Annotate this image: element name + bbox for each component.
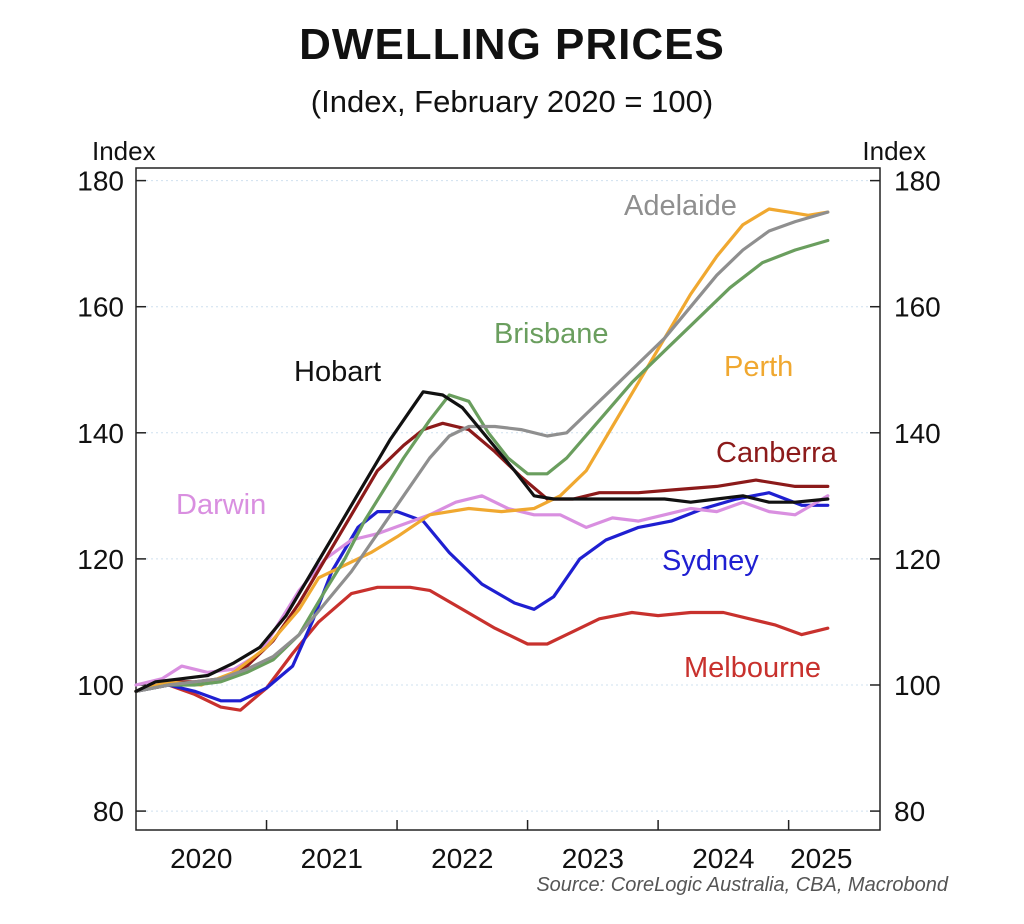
series-lines <box>134 207 830 712</box>
plot-frame <box>135 167 881 831</box>
label-melbourne: Melbourne <box>684 652 821 684</box>
x-tick-label-2022: 2022 <box>431 843 493 874</box>
gridlines <box>136 180 880 812</box>
label-brisbane: Brisbane <box>494 318 608 350</box>
y-tick-label-right-120: 120 <box>894 544 941 575</box>
series-line-adelaide <box>134 210 830 693</box>
y-tick-label-right-80: 80 <box>894 796 925 827</box>
y-tick-label-left-140: 140 <box>77 418 124 449</box>
label-adelaide: Adelaide <box>624 190 737 222</box>
y-tick-label-right-180: 180 <box>894 166 941 197</box>
y-tick-label-right-140: 140 <box>894 418 941 449</box>
x-tick-label-2020: 2020 <box>170 843 232 874</box>
x-tick-label-2025: 2025 <box>790 843 852 874</box>
chart-title: DWELLING PRICES <box>299 20 725 69</box>
label-hobart: Hobart <box>294 356 381 388</box>
series-line-sydney <box>134 491 830 703</box>
series-line-perth <box>134 207 830 693</box>
right-axis-title: Index <box>862 136 926 166</box>
y-tick-label-right-100: 100 <box>894 670 941 701</box>
y-tick-label-left-160: 160 <box>77 292 124 323</box>
x-tick-label-2023: 2023 <box>562 843 624 874</box>
y-tick-label-left-80: 80 <box>93 796 124 827</box>
y-tick-label-right-160: 160 <box>894 292 941 323</box>
label-sydney: Sydney <box>662 545 759 577</box>
series-line-hobart <box>134 390 830 693</box>
label-canberra: Canberra <box>716 437 838 469</box>
axis-ticks: 80 80 100 100 120 120 140 140 160 160 180 180 2020 20… <box>77 166 940 874</box>
y-tick-label-left-120: 120 <box>77 544 124 575</box>
series-line-canberra <box>134 421 830 693</box>
label-darwin: Darwin <box>176 489 266 521</box>
left-axis-title: Index <box>92 136 156 166</box>
series-line-melbourne <box>134 585 830 712</box>
y-tick-label-left-100: 100 <box>77 670 124 701</box>
label-perth: Perth <box>724 351 793 383</box>
x-tick-label-2024: 2024 <box>692 843 754 874</box>
source-note: Source: CoreLogic Australia, CBA, Macrob… <box>536 874 948 896</box>
series-line-brisbane <box>134 238 830 693</box>
chart-subtitle: (Index, February 2020 = 100) <box>310 84 714 119</box>
y-tick-label-left-180: 180 <box>77 166 124 197</box>
x-tick-label-2021: 2021 <box>301 843 363 874</box>
